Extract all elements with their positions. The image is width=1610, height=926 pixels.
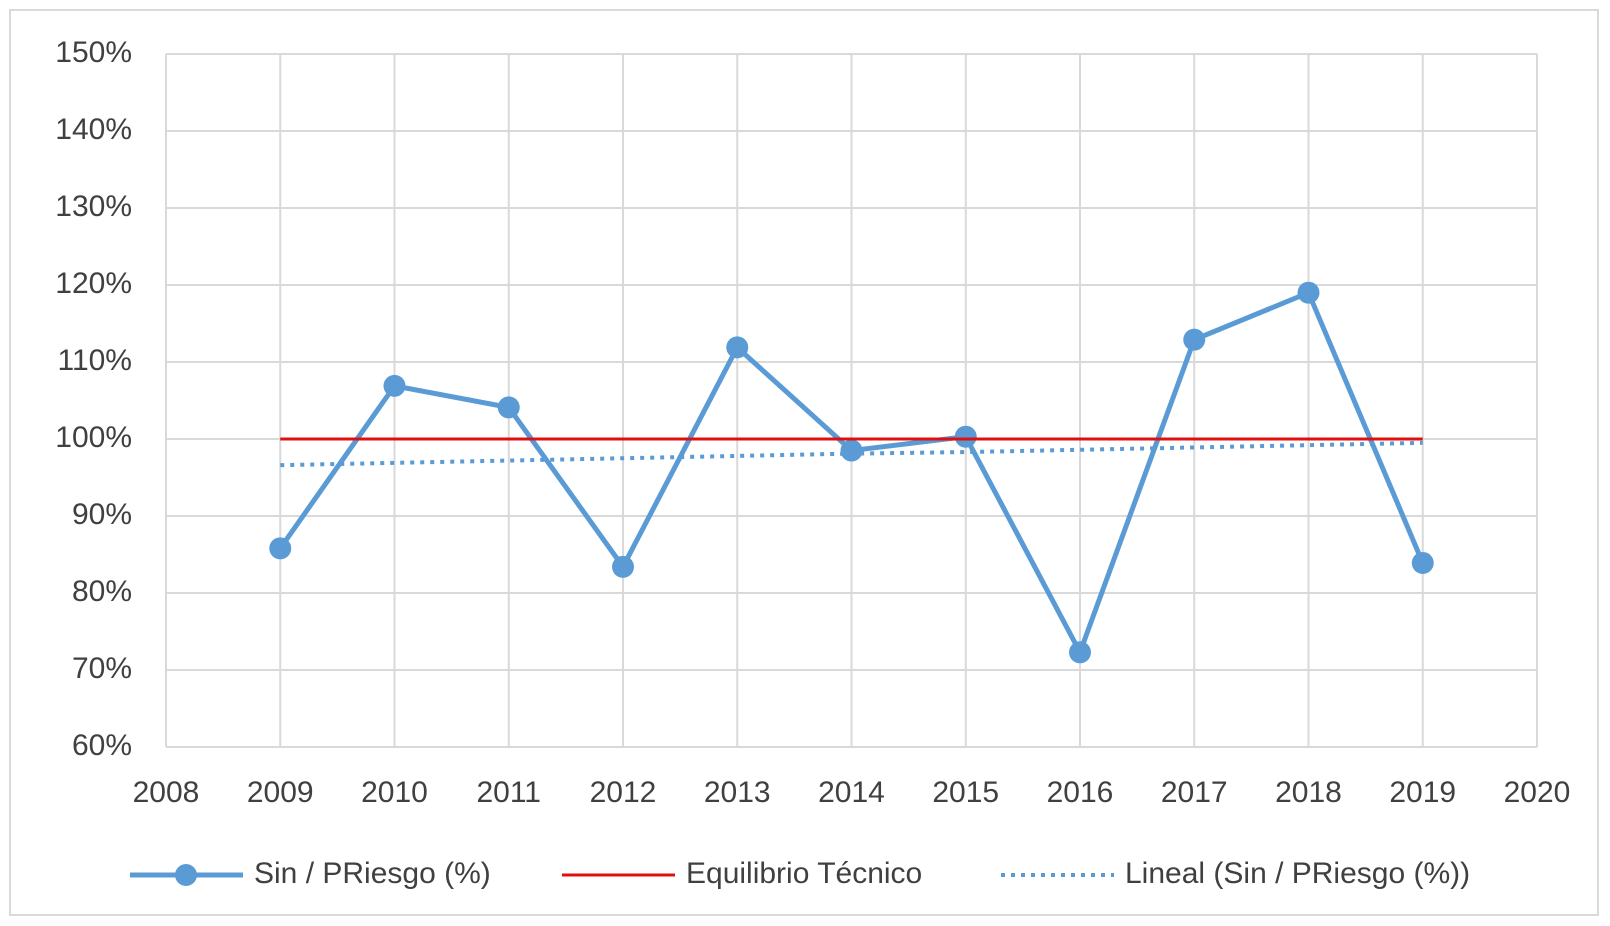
x-tick-label: 2019 — [1389, 776, 1456, 809]
point — [1411, 551, 1434, 574]
legend-label: Sin / PRiesgo (%) — [254, 857, 491, 890]
chart-border — [9, 9, 1599, 916]
point — [612, 555, 634, 578]
y-tick-label: 110% — [57, 344, 132, 377]
x-tick-label: 2012 — [590, 776, 657, 809]
point — [726, 336, 749, 359]
y-tick-label: 80% — [72, 575, 132, 608]
x-tick-label: 2016 — [1047, 776, 1114, 809]
x-tick-label: 2009 — [247, 776, 314, 809]
x-tick-label: 2017 — [1161, 776, 1228, 809]
point — [954, 425, 977, 448]
x-tick-label: 2010 — [361, 776, 428, 809]
series-line — [280, 440, 1423, 468]
x-tick-label: 2018 — [1275, 776, 1342, 809]
x-tick-label: 2020 — [1504, 776, 1571, 809]
x-tick-label: 2013 — [704, 776, 771, 809]
point — [1069, 641, 1091, 664]
y-tick-label: 140% — [55, 113, 132, 146]
x-tick-label: 2014 — [818, 776, 885, 809]
y-tick-label: 100% — [55, 421, 132, 454]
x-tick-label: 2015 — [932, 776, 999, 809]
y-tick-label: 90% — [72, 498, 132, 531]
y-tick-label: 60% — [72, 729, 132, 762]
y-tick-label: 130% — [55, 190, 132, 223]
point — [1297, 281, 1320, 304]
point — [383, 374, 406, 397]
legend-label: Equilibrio Técnico — [686, 857, 922, 890]
y-tick-label: 150% — [55, 36, 132, 69]
point — [497, 396, 520, 419]
point — [1183, 328, 1206, 351]
y-tick-label: 70% — [72, 652, 132, 685]
x-tick-label: 2011 — [476, 776, 541, 809]
y-tick-label: 120% — [55, 267, 132, 300]
legend-label: Lineal (Sin / PRiesgo (%)) — [1125, 857, 1470, 890]
legend-marker — [175, 864, 197, 886]
point — [840, 439, 863, 462]
x-tick-label: 2008 — [133, 776, 200, 809]
point — [269, 537, 292, 560]
